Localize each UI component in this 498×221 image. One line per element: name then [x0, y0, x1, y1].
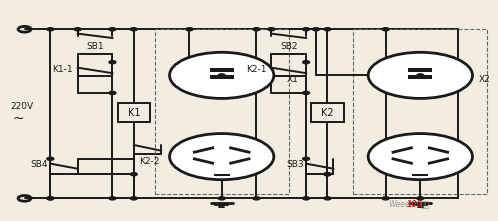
Bar: [412, 173, 428, 176]
Text: SB3: SB3: [286, 160, 304, 169]
Circle shape: [253, 197, 260, 200]
Circle shape: [47, 197, 54, 200]
Text: K2-2: K2-2: [139, 157, 159, 166]
Text: K2: K2: [321, 108, 334, 118]
Circle shape: [368, 52, 473, 98]
Circle shape: [130, 197, 137, 200]
Bar: [118, 103, 150, 122]
Circle shape: [382, 28, 389, 31]
Text: 220V: 220V: [10, 102, 34, 110]
Circle shape: [253, 28, 260, 31]
Circle shape: [109, 91, 116, 94]
Circle shape: [109, 61, 116, 64]
Bar: [408, 75, 432, 79]
Text: K2-1: K2-1: [246, 65, 266, 74]
Circle shape: [109, 197, 116, 200]
Text: 100: 100: [407, 200, 423, 210]
Bar: [408, 68, 432, 72]
Circle shape: [303, 157, 310, 160]
Circle shape: [313, 28, 320, 31]
Bar: [155, 29, 289, 194]
Text: SB4: SB4: [30, 160, 48, 169]
Circle shape: [324, 197, 331, 200]
Circle shape: [324, 28, 331, 31]
Bar: [311, 103, 344, 122]
Circle shape: [368, 133, 473, 180]
Circle shape: [303, 28, 310, 31]
Circle shape: [130, 28, 137, 31]
Circle shape: [324, 173, 331, 176]
Text: Weee: Weee: [388, 200, 410, 210]
Text: SB2: SB2: [280, 42, 297, 51]
Circle shape: [47, 157, 54, 160]
Circle shape: [268, 28, 275, 31]
Circle shape: [186, 28, 193, 31]
Circle shape: [417, 74, 424, 77]
Circle shape: [169, 52, 274, 98]
Text: SB1: SB1: [86, 42, 104, 51]
Text: ~: ~: [12, 111, 24, 125]
Bar: [353, 29, 488, 194]
Circle shape: [218, 197, 225, 200]
Text: 维库: 维库: [420, 200, 430, 210]
Circle shape: [109, 28, 116, 31]
Circle shape: [303, 61, 310, 64]
Circle shape: [218, 74, 225, 77]
Text: X2: X2: [479, 75, 490, 84]
Bar: [210, 68, 234, 72]
Circle shape: [303, 91, 310, 94]
Circle shape: [47, 28, 54, 31]
Circle shape: [382, 197, 389, 200]
Circle shape: [417, 197, 424, 200]
Circle shape: [324, 173, 331, 176]
Circle shape: [74, 28, 81, 31]
Circle shape: [303, 197, 310, 200]
Bar: [210, 75, 234, 79]
Text: K1: K1: [127, 108, 140, 118]
Bar: [214, 173, 230, 176]
Text: K1-1: K1-1: [52, 65, 73, 74]
Text: X1: X1: [286, 75, 298, 84]
Circle shape: [169, 133, 274, 180]
Circle shape: [130, 173, 137, 176]
Circle shape: [47, 197, 54, 200]
